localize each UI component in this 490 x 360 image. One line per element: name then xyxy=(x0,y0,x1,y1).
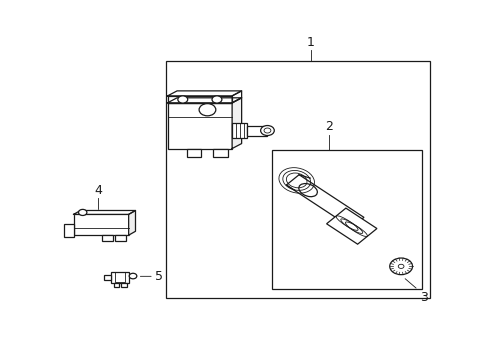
Bar xyxy=(187,149,201,157)
Circle shape xyxy=(129,273,137,279)
Bar xyxy=(102,235,113,241)
Bar xyxy=(115,235,126,241)
Bar xyxy=(232,123,246,138)
Text: 2: 2 xyxy=(325,120,333,133)
Circle shape xyxy=(199,104,216,116)
Circle shape xyxy=(261,126,274,135)
Bar xyxy=(246,126,268,135)
Polygon shape xyxy=(168,98,242,103)
Bar xyxy=(213,149,227,157)
Bar xyxy=(121,283,126,287)
Circle shape xyxy=(212,96,222,103)
Bar xyxy=(64,224,74,237)
Polygon shape xyxy=(232,98,242,149)
Circle shape xyxy=(78,210,87,216)
Bar xyxy=(114,283,119,287)
Text: 5: 5 xyxy=(155,270,163,283)
Polygon shape xyxy=(326,208,377,244)
Polygon shape xyxy=(129,211,136,235)
Text: 3: 3 xyxy=(420,291,428,304)
Circle shape xyxy=(390,258,413,275)
Text: 1: 1 xyxy=(307,36,315,49)
Bar xyxy=(115,276,125,282)
Bar xyxy=(272,150,422,288)
Circle shape xyxy=(398,264,404,269)
Circle shape xyxy=(178,96,188,103)
Bar xyxy=(74,214,129,235)
Bar xyxy=(168,103,232,149)
Polygon shape xyxy=(74,211,136,214)
Circle shape xyxy=(264,128,271,133)
Bar xyxy=(166,61,430,298)
Bar xyxy=(111,272,129,283)
Bar xyxy=(104,275,111,280)
Text: 4: 4 xyxy=(94,184,102,197)
Polygon shape xyxy=(286,175,364,228)
